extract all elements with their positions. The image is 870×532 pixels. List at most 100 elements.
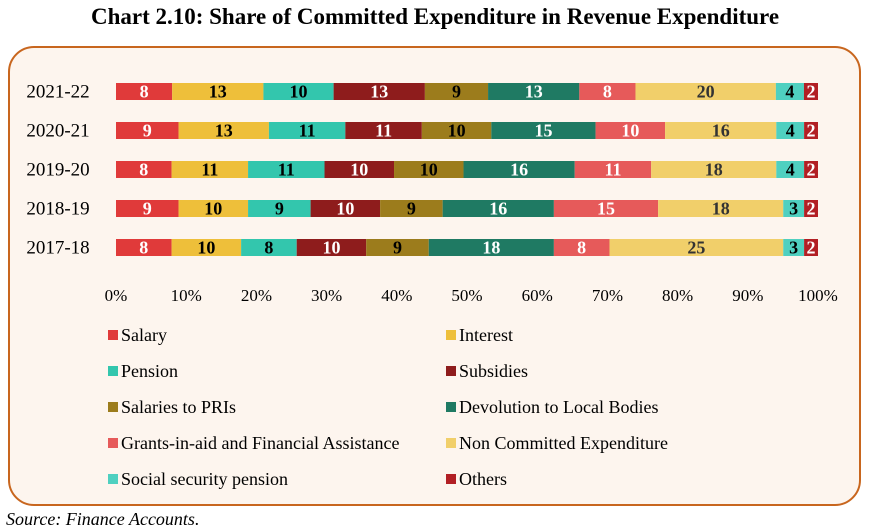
data-label: 25 <box>687 238 705 258</box>
legend-swatch <box>108 438 118 448</box>
legend-swatch <box>108 366 118 376</box>
data-label: 13 <box>525 82 543 102</box>
data-label: 8 <box>264 238 273 258</box>
bar-segment <box>241 239 297 256</box>
bar-segment <box>366 239 429 256</box>
x-tick-label: 20% <box>241 286 272 305</box>
legend-label: Salary <box>121 325 167 345</box>
bar-segment <box>171 161 249 178</box>
legend-label: Pension <box>121 361 178 381</box>
data-label: 10 <box>621 121 639 141</box>
x-tick-label: 80% <box>662 286 693 305</box>
data-label: 11 <box>201 160 218 180</box>
legend-label: Non Committed Expenditure <box>459 433 668 453</box>
source-note: Source: Finance Accounts. <box>6 509 200 529</box>
bar-segment <box>574 161 652 178</box>
data-label: 9 <box>143 199 152 219</box>
bar-segment <box>428 239 554 256</box>
legend-swatch <box>446 366 456 376</box>
data-label: 10 <box>197 238 215 258</box>
data-label: 2 <box>807 160 816 180</box>
x-tick-label: 70% <box>592 286 623 305</box>
bar-segment <box>333 83 425 100</box>
bar-segment <box>345 122 422 139</box>
bar-segment <box>171 239 242 256</box>
bar-segment <box>804 200 818 217</box>
data-label: 4 <box>786 121 795 141</box>
data-label: 18 <box>482 238 500 258</box>
bar-segment <box>394 161 464 178</box>
data-label: 9 <box>452 82 461 102</box>
data-label: 2 <box>807 121 816 141</box>
legend-swatch <box>446 474 456 484</box>
bar-segment <box>804 239 818 256</box>
legend-swatch <box>446 330 456 340</box>
bar-segment <box>553 239 610 256</box>
bar-segment <box>776 161 805 178</box>
bar-segment <box>116 200 179 217</box>
category-label: 2018-19 <box>26 199 89 220</box>
data-label: 8 <box>139 238 148 258</box>
chart-title: Chart 2.10: Share of Committed Expenditu… <box>90 4 780 29</box>
data-label: 2 <box>807 199 816 219</box>
data-label: 16 <box>510 160 528 180</box>
data-label: 8 <box>577 238 586 258</box>
bar-segment <box>380 200 443 217</box>
legend-label: Others <box>459 469 507 489</box>
bar-segment <box>268 122 346 139</box>
legend-label: Devolution to Local Bodies <box>459 397 658 417</box>
category-label: 2020-21 <box>26 121 89 142</box>
bar-segment <box>658 200 784 217</box>
data-label: 11 <box>604 160 621 180</box>
bar-segment <box>491 122 596 139</box>
data-label: 13 <box>370 82 388 102</box>
x-tick-label: 30% <box>311 286 342 305</box>
data-label: 11 <box>375 121 392 141</box>
data-label: 10 <box>204 199 222 219</box>
bar-segment <box>263 83 334 100</box>
bar-segment <box>116 239 172 256</box>
bar-segment <box>310 200 381 217</box>
data-label: 10 <box>290 82 308 102</box>
bar-segment <box>442 200 554 217</box>
data-label: 11 <box>299 121 316 141</box>
bar-segment <box>783 200 805 217</box>
data-label: 15 <box>534 121 552 141</box>
legend-label: Grants-in-aid and Financial Assistance <box>121 433 399 453</box>
legend-label: Interest <box>459 325 513 345</box>
data-label: 18 <box>705 160 723 180</box>
legend-swatch <box>108 330 118 340</box>
bar-segment <box>803 83 818 100</box>
bar-segment <box>579 83 636 100</box>
x-tick-label: 0% <box>105 286 128 305</box>
bar-segment <box>783 239 805 256</box>
bar-segment <box>421 122 492 139</box>
legend-label: Social security pension <box>121 469 288 489</box>
data-label: 10 <box>350 160 368 180</box>
bar-segment <box>172 83 264 100</box>
data-label: 15 <box>597 199 615 219</box>
data-label: 16 <box>712 121 730 141</box>
x-tick-label: 60% <box>522 286 553 305</box>
data-label: 8 <box>140 82 149 102</box>
legend-label: Salaries to PRIs <box>121 397 236 417</box>
bar-segment <box>116 83 173 100</box>
bar-segment <box>116 122 179 139</box>
data-label: 10 <box>322 238 340 258</box>
data-label: 18 <box>712 199 730 219</box>
data-label: 9 <box>275 199 284 219</box>
x-tick-label: 50% <box>451 286 482 305</box>
data-label: 11 <box>278 160 295 180</box>
legend-swatch <box>108 474 118 484</box>
bar-segment <box>553 200 659 217</box>
data-label: 10 <box>336 199 354 219</box>
data-label: 13 <box>215 121 233 141</box>
data-label: 13 <box>209 82 227 102</box>
bar-segment <box>488 83 580 100</box>
data-label: 8 <box>139 160 148 180</box>
x-tick-label: 90% <box>732 286 763 305</box>
bar-segment <box>178 122 269 139</box>
bar-segment <box>635 83 776 100</box>
category-label: 2019-20 <box>26 160 89 181</box>
data-label: 10 <box>448 121 466 141</box>
